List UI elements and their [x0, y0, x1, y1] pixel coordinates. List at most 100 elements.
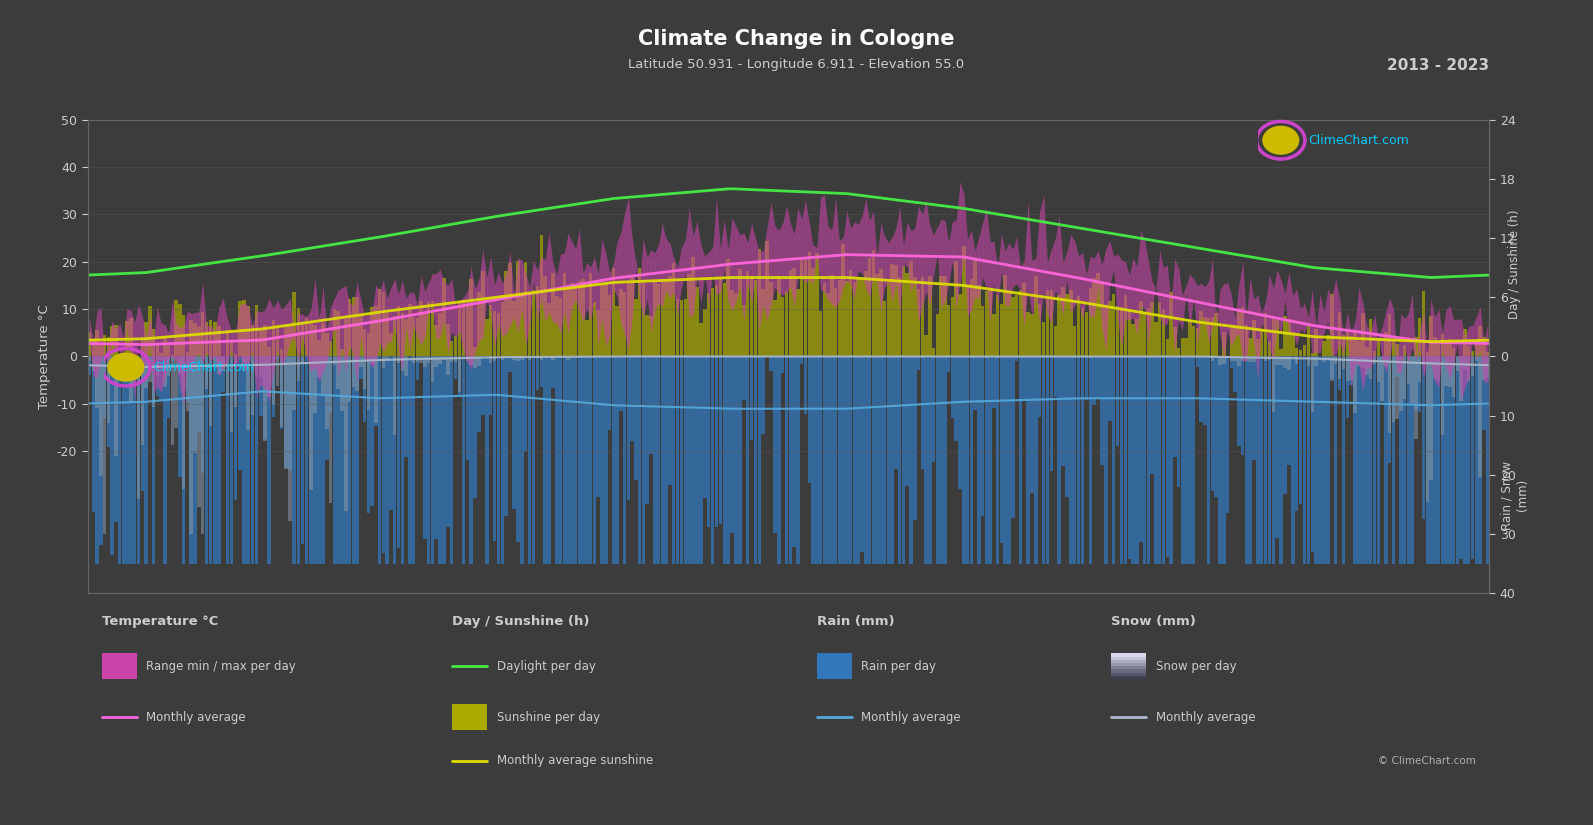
- Bar: [304, 318, 309, 356]
- Bar: [347, 299, 352, 356]
- Bar: [887, 282, 890, 356]
- Bar: [478, 356, 481, 432]
- Bar: [1015, 356, 1018, 361]
- Bar: [301, 356, 304, 544]
- Bar: [808, 252, 811, 356]
- Bar: [400, 313, 405, 356]
- Bar: [1451, 356, 1456, 563]
- Bar: [1184, 338, 1188, 356]
- Bar: [1007, 356, 1010, 563]
- Bar: [1260, 330, 1263, 356]
- Bar: [104, 356, 107, 418]
- Bar: [1464, 356, 1467, 370]
- Bar: [213, 322, 217, 356]
- Bar: [209, 320, 212, 356]
- Bar: [1330, 356, 1333, 381]
- Bar: [91, 356, 96, 512]
- Bar: [830, 276, 833, 356]
- Bar: [221, 356, 225, 392]
- Bar: [229, 356, 233, 432]
- Bar: [182, 356, 185, 563]
- Bar: [1470, 356, 1474, 375]
- Bar: [1486, 356, 1489, 563]
- Bar: [1448, 339, 1451, 356]
- Bar: [913, 356, 916, 520]
- Bar: [567, 356, 570, 563]
- Bar: [1314, 356, 1317, 366]
- Bar: [970, 279, 973, 356]
- Bar: [1203, 317, 1206, 356]
- Bar: [132, 356, 137, 563]
- Bar: [457, 356, 462, 397]
- Bar: [519, 356, 524, 360]
- Bar: [1434, 337, 1437, 356]
- Bar: [1050, 356, 1053, 471]
- Bar: [653, 281, 656, 356]
- Bar: [718, 277, 722, 356]
- Bar: [1429, 356, 1432, 563]
- Bar: [688, 274, 691, 356]
- Bar: [1233, 327, 1236, 356]
- Bar: [1200, 356, 1203, 422]
- Bar: [336, 356, 339, 563]
- Bar: [121, 356, 126, 563]
- Bar: [99, 343, 102, 356]
- Bar: [1464, 356, 1467, 563]
- Bar: [314, 356, 317, 413]
- Bar: [419, 356, 422, 358]
- Bar: [1403, 356, 1407, 399]
- Bar: [405, 356, 408, 457]
- Bar: [1039, 304, 1042, 356]
- Bar: [804, 257, 808, 356]
- Bar: [1478, 327, 1481, 356]
- Bar: [1346, 356, 1349, 381]
- Bar: [833, 288, 838, 356]
- Bar: [753, 280, 757, 356]
- Bar: [656, 356, 660, 563]
- Bar: [1115, 306, 1120, 356]
- Bar: [890, 356, 894, 563]
- Bar: [1429, 356, 1432, 479]
- Bar: [96, 356, 99, 408]
- Bar: [137, 356, 140, 498]
- Bar: [898, 356, 902, 563]
- Bar: [609, 356, 612, 430]
- Bar: [822, 356, 827, 563]
- Bar: [156, 356, 159, 376]
- Bar: [462, 356, 465, 563]
- Bar: [954, 261, 957, 356]
- Bar: [860, 356, 863, 552]
- Bar: [1388, 356, 1391, 433]
- Bar: [201, 356, 204, 534]
- Bar: [1061, 286, 1064, 356]
- Bar: [260, 356, 263, 377]
- Bar: [438, 356, 441, 563]
- Bar: [1120, 307, 1123, 356]
- Bar: [710, 356, 714, 563]
- Bar: [1268, 341, 1271, 356]
- Bar: [1284, 356, 1287, 368]
- Bar: [430, 300, 435, 356]
- Bar: [1451, 348, 1456, 356]
- Bar: [333, 356, 336, 563]
- Bar: [288, 356, 292, 521]
- Bar: [341, 349, 344, 356]
- Bar: [393, 356, 397, 563]
- Bar: [284, 327, 288, 356]
- Bar: [1426, 356, 1429, 502]
- Text: Snow (mm): Snow (mm): [1110, 615, 1196, 628]
- Bar: [358, 314, 363, 356]
- Bar: [301, 356, 304, 364]
- Bar: [519, 356, 524, 563]
- Bar: [1365, 356, 1368, 375]
- Bar: [470, 356, 473, 365]
- Bar: [328, 342, 333, 356]
- Bar: [710, 288, 714, 356]
- Bar: [1325, 356, 1330, 563]
- Bar: [255, 356, 258, 563]
- Bar: [1467, 356, 1470, 381]
- Bar: [1360, 356, 1365, 369]
- Bar: [424, 356, 427, 540]
- Bar: [1074, 327, 1077, 356]
- Bar: [457, 356, 462, 392]
